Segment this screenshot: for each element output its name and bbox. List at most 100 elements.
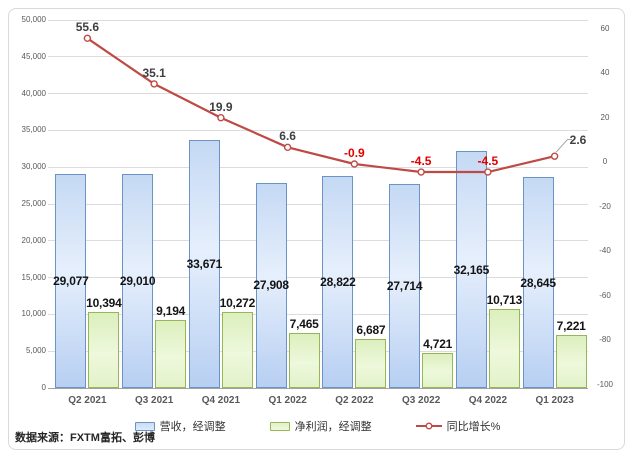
revenue-bar[interactable] (522, 177, 554, 388)
right-axis-tick: -100 (596, 379, 613, 389)
category-label: Q4 2021 (201, 395, 241, 406)
revenue-value-label: 29,010 (119, 274, 156, 289)
revenue-value-label: 27,714 (386, 279, 423, 293)
left-axis-tick: 20,000 (21, 235, 46, 245)
left-axis-tick: 10,000 (21, 309, 46, 319)
gridline (48, 129, 588, 131)
yoy-value-label: -0.9 (344, 146, 365, 160)
revenue-bar[interactable] (55, 173, 87, 388)
yoy-value-label: 6.6 (279, 129, 296, 144)
gridline (48, 93, 588, 95)
profit-value-label: 6,687 (356, 322, 386, 337)
revenue-bar[interactable] (322, 175, 354, 388)
revenue-value-label: 27,908 (253, 278, 289, 293)
yoy-data-point[interactable] (283, 143, 292, 152)
yoy-data-point[interactable] (484, 168, 492, 176)
revenue-bar[interactable] (255, 182, 287, 388)
profit-bar[interactable] (155, 320, 187, 388)
x-axis-line (48, 387, 588, 389)
right-axis-tick: -80 (599, 335, 611, 344)
revenue-bar[interactable] (389, 184, 421, 388)
profit-swatch-icon (269, 421, 290, 431)
right-axis-tick: -40 (599, 246, 611, 255)
yoy-data-point[interactable] (550, 152, 559, 160)
right-axis-tick: 40 (600, 68, 610, 77)
left-axis-tick: 30,000 (21, 162, 46, 172)
callout-leader-line (555, 139, 572, 153)
legend-item-profit[interactable]: 净利润，经调整 (269, 418, 372, 434)
yoy-data-point[interactable] (83, 34, 92, 42)
yoy-data-point[interactable] (217, 114, 225, 122)
source-note: 数据来源：FXTM富拓、彭博 (15, 432, 155, 444)
revenue-value-label: 33,671 (186, 257, 223, 272)
legend-label-yoy: 同比增长% (446, 421, 501, 433)
left-axis-tick: 40,000 (21, 88, 46, 98)
category-label: Q3 2021 (134, 395, 174, 406)
yoy-data-point[interactable] (350, 160, 359, 168)
legend-item-revenue[interactable]: 营收，经调整 (134, 418, 226, 434)
left-axis-tick: 25,000 (21, 199, 46, 208)
legend-label-revenue: 营收，经调整 (159, 421, 226, 433)
profit-value-label: 7,221 (556, 318, 586, 333)
revenue-value-label: 29,077 (53, 273, 89, 288)
gridline (48, 166, 588, 168)
gridline (48, 56, 588, 58)
yoy-data-point[interactable] (417, 168, 425, 176)
profit-bar[interactable] (288, 333, 320, 388)
left-axis-tick: 0 (41, 383, 46, 392)
gridline (48, 313, 588, 315)
profit-bar[interactable] (488, 309, 520, 388)
left-axis-tick: 45,000 (21, 51, 46, 61)
yoy-value-label: 55.6 (75, 20, 100, 35)
left-axis-tick: 15,000 (21, 272, 46, 282)
profit-bar[interactable] (555, 334, 587, 388)
revenue-value-label: 28,645 (520, 275, 556, 290)
profit-value-label: 4,721 (423, 337, 453, 352)
yoy-value-label: -4.5 (477, 154, 499, 168)
revenue-bar[interactable] (455, 151, 487, 388)
profit-bar[interactable] (221, 312, 253, 388)
gridline (48, 277, 588, 279)
right-axis-tick: 60 (600, 23, 610, 33)
revenue-swatch-icon (134, 421, 155, 431)
category-label: Q3 2022 (401, 395, 441, 406)
yoy-value-label: -4.5 (410, 154, 432, 168)
legend-item-yoy[interactable]: 同比增长% (415, 418, 501, 434)
left-axis-tick: 50,000 (21, 15, 46, 24)
right-axis-tick: 20 (600, 112, 610, 122)
yoy-growth-line (86, 37, 555, 174)
gridline (48, 203, 588, 205)
category-label: Q2 2021 (68, 395, 107, 406)
left-axis-tick: 5,000 (25, 346, 46, 356)
revenue-value-label: 32,165 (453, 262, 490, 277)
left-axis-tick: 35,000 (21, 125, 46, 135)
profit-value-label: 10,713 (486, 293, 523, 308)
line-marker-icon (415, 422, 442, 430)
revenue-value-label: 28,822 (320, 274, 356, 289)
yoy-data-point[interactable] (150, 80, 158, 88)
yoy-value-label: 35.1 (142, 65, 166, 80)
right-axis-tick: -20 (599, 201, 611, 211)
yoy-value-label: 2.6 (569, 133, 587, 147)
revenue-bar[interactable] (188, 140, 220, 388)
gridline (48, 240, 588, 242)
chart-legend: 营收，经调整 净利润，经调整 同比增长% (0, 418, 635, 434)
profit-bar[interactable] (355, 338, 387, 388)
profit-value-label: 9,194 (156, 304, 186, 319)
yoy-value-label: 19.9 (209, 99, 233, 114)
right-axis-tick: -60 (599, 290, 611, 300)
right-axis-tick: 0 (602, 157, 608, 166)
profit-value-label: 10,272 (219, 296, 256, 311)
category-label: Q1 2023 (535, 395, 574, 406)
profit-bar[interactable] (422, 353, 454, 388)
category-label: Q4 2022 (468, 395, 508, 406)
revenue-bar[interactable] (122, 174, 154, 388)
category-label: Q2 2022 (335, 395, 374, 406)
profit-value-label: 7,465 (289, 317, 319, 332)
gridline (48, 19, 588, 21)
category-label: Q1 2022 (268, 395, 307, 406)
profit-bar[interactable] (88, 311, 120, 388)
